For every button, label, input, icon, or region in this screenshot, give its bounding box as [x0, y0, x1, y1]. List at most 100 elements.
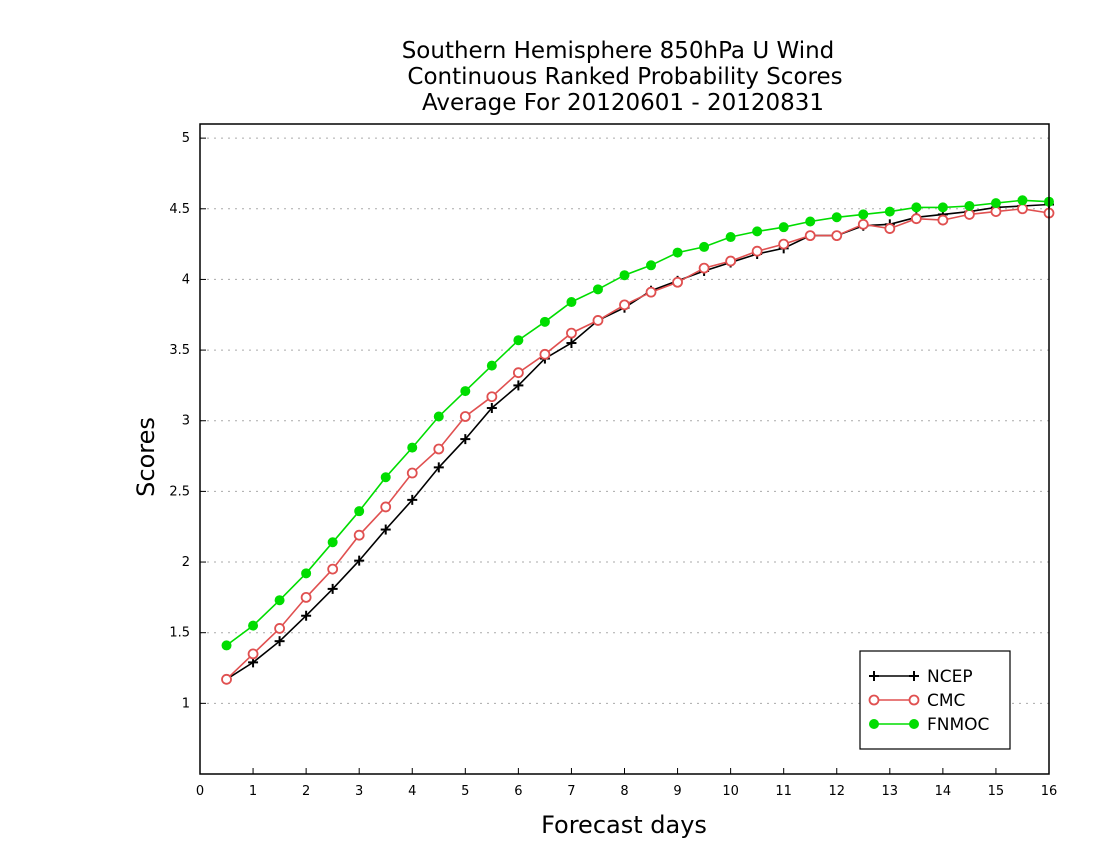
- data-point-ncep: [486, 403, 497, 414]
- title-line-1: Southern Hemisphere 850hPa U Wind: [402, 38, 835, 64]
- data-point-cmc: [990, 206, 1002, 218]
- legend-item-fnmoc: FNMOC: [869, 715, 989, 735]
- x-tick-label: 12: [828, 784, 845, 799]
- title-line-2: Continuous Ranked Probability Scores: [407, 64, 842, 90]
- data-point-cmc: [831, 230, 843, 242]
- legend-item-cmc: CMC: [868, 691, 965, 711]
- data-point-cmc: [512, 367, 524, 379]
- data-point-fnmoc: [672, 247, 683, 258]
- data-point-cmc: [964, 209, 975, 220]
- y-tick-label: 2: [182, 555, 190, 570]
- data-point-ncep: [566, 338, 577, 349]
- data-point-cmc: [645, 286, 657, 298]
- data-point-cmc: [327, 563, 339, 575]
- data-point-ncep: [380, 524, 391, 535]
- legend-marker: [869, 719, 879, 729]
- data-point-ncep: [513, 380, 524, 391]
- data-point-fnmoc: [646, 260, 657, 271]
- series-line-cmc: [225, 207, 1050, 680]
- data-point-cmc: [221, 673, 232, 685]
- x-tick-label: 6: [514, 784, 522, 799]
- data-point-fnmoc: [592, 284, 603, 295]
- series-line-ncep: [226, 203, 1050, 680]
- data-point-fnmoc: [248, 620, 259, 631]
- data-point-fnmoc: [486, 360, 497, 371]
- data-point-cmc: [592, 315, 604, 326]
- y-axis-ticks: 1 1.5 2 2.5 3 3.5 4 4.5 5: [169, 131, 206, 711]
- data-point-cmc: [274, 623, 285, 634]
- data-point-ncep: [460, 434, 471, 445]
- data-point-ncep: [301, 610, 312, 621]
- data-point-fnmoc: [884, 206, 895, 217]
- data-point-fnmoc: [778, 222, 789, 233]
- x-axis-ticks: 0 1 2 3 4 5 6 7 8 9 10 11 12 13 14 15 16: [196, 768, 1057, 799]
- y-tick-label: 5: [182, 131, 190, 146]
- series-fnmoc: [221, 195, 1054, 651]
- x-tick-label: 8: [620, 784, 628, 799]
- y-tick-label: 1: [182, 696, 190, 711]
- data-point-cmc: [380, 501, 392, 513]
- x-axis-label: Forecast days: [541, 811, 707, 839]
- y-tick-label: 3: [182, 414, 190, 429]
- data-point-fnmoc: [221, 640, 232, 651]
- data-point-fnmoc: [937, 202, 948, 213]
- x-tick-label: 13: [882, 784, 899, 799]
- data-point-ncep: [407, 494, 418, 505]
- data-point-cmc: [778, 238, 790, 250]
- data-point-fnmoc: [858, 209, 869, 220]
- legend-marker: [908, 694, 920, 706]
- data-point-cmc: [751, 245, 763, 257]
- series-line-fnmoc: [226, 199, 1050, 647]
- series-layer: [221, 195, 1055, 685]
- data-point-fnmoc: [566, 297, 577, 308]
- data-point-cmc: [804, 230, 816, 242]
- x-tick-label: 2: [302, 784, 310, 799]
- data-point-cmc: [725, 255, 737, 267]
- legend-marker: [909, 671, 919, 681]
- data-point-cmc: [486, 391, 498, 403]
- y-tick-label: 1.5: [169, 626, 190, 641]
- data-point-fnmoc: [1017, 195, 1028, 206]
- data-point-cmc: [539, 348, 551, 360]
- data-point-fnmoc: [539, 316, 550, 327]
- data-point-cmc: [1017, 203, 1028, 215]
- chart-title: Southern Hemisphere 850hPa U Wind Contin…: [402, 38, 843, 116]
- data-point-cmc: [300, 591, 312, 603]
- data-point-ncep: [327, 583, 338, 594]
- data-point-cmc: [672, 276, 683, 288]
- data-point-cmc: [433, 443, 445, 455]
- y-tick-label: 3.5: [169, 343, 190, 358]
- x-tick-label: 11: [775, 784, 792, 799]
- data-point-cmc: [406, 467, 418, 479]
- data-point-fnmoc: [460, 386, 471, 397]
- gridlines: [200, 137, 1049, 704]
- x-tick-label: 16: [1041, 784, 1058, 799]
- series-cmc: [221, 203, 1055, 685]
- data-point-fnmoc: [513, 335, 524, 346]
- data-point-fnmoc: [964, 200, 975, 211]
- data-point-cmc: [937, 214, 949, 226]
- data-point-cmc: [459, 411, 471, 422]
- x-tick-label: 1: [249, 784, 257, 799]
- data-point-fnmoc: [990, 198, 1001, 209]
- data-point-fnmoc: [433, 411, 444, 422]
- data-point-fnmoc: [354, 506, 365, 517]
- legend-item-ncep: NCEP: [869, 667, 973, 687]
- legend-marker: [868, 694, 880, 706]
- data-point-cmc: [884, 223, 896, 234]
- data-point-fnmoc: [380, 472, 391, 483]
- data-point-cmc: [910, 213, 922, 225]
- x-tick-label: 9: [673, 784, 681, 799]
- y-tick-label: 2.5: [169, 484, 190, 499]
- data-point-fnmoc: [699, 241, 710, 252]
- data-point-fnmoc: [619, 270, 630, 281]
- legend-marker: [909, 719, 919, 729]
- x-tick-label: 10: [722, 784, 739, 799]
- x-tick-label: 7: [567, 784, 575, 799]
- data-point-fnmoc: [725, 232, 736, 243]
- data-point-fnmoc: [805, 216, 816, 227]
- x-tick-label: 4: [408, 784, 416, 799]
- legend-label: FNMOC: [927, 715, 989, 735]
- x-tick-label: 5: [461, 784, 469, 799]
